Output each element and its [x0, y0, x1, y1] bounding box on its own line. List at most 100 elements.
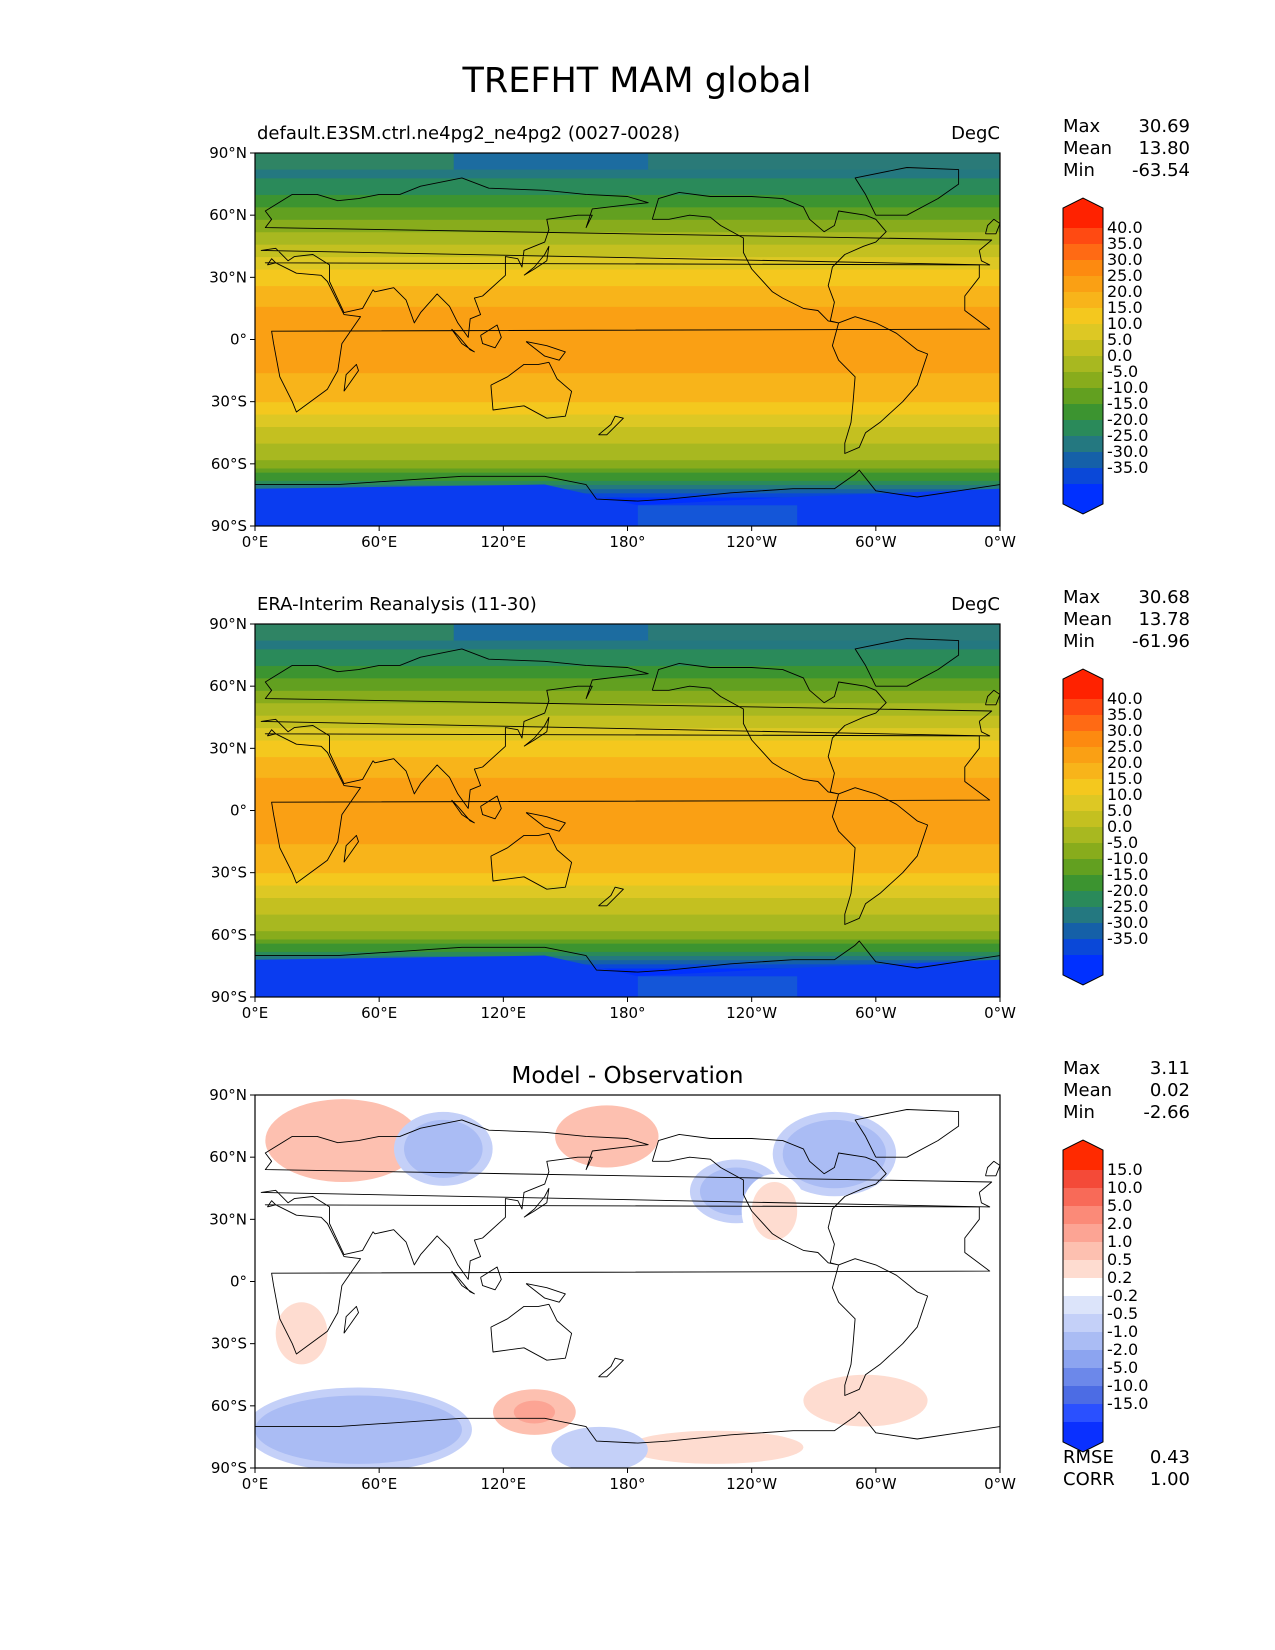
temperature-band: [255, 880, 1000, 886]
anomaly-region: [275, 1302, 328, 1365]
arctic-region: [648, 624, 1000, 641]
colorbar-segment: [1063, 436, 1103, 453]
stat-value-mean: 13.78: [1138, 609, 1190, 630]
coastline: [264, 733, 991, 884]
temperature-band: [255, 860, 1000, 865]
colorbar-segment: [1063, 859, 1103, 876]
temperature-band: [255, 476, 1000, 481]
temperature-band: [255, 963, 1000, 969]
antarctica-cold-region: [255, 955, 1000, 997]
colorbar-extend-max: [1063, 198, 1103, 228]
arctic-region: [453, 153, 649, 170]
temperature-band: [255, 177, 1000, 183]
temperature-band: [255, 930, 1000, 936]
colorbar-extend-max: [1063, 1140, 1103, 1170]
coastline: [525, 341, 566, 361]
temperature-band: [255, 264, 1000, 270]
temperature-band: [255, 926, 1000, 932]
units-label: DegC: [951, 594, 1000, 615]
temperature-band: [255, 806, 1000, 811]
y-tick-label: 30°N: [209, 268, 247, 286]
y-tick-label: 90°S: [211, 988, 247, 1006]
temperature-band: [255, 285, 1000, 291]
coastline: [451, 328, 475, 353]
temperature-band: [255, 905, 1000, 911]
coastline: [267, 1200, 277, 1208]
panel-title: ERA-Interim Reanalysis (11-30): [257, 594, 537, 615]
colorbar-tick-label: 35.0: [1107, 705, 1143, 724]
temperature-band: [255, 943, 1000, 948]
temperature-band: [255, 438, 1000, 444]
coastline: [264, 1204, 991, 1355]
temperature-band: [255, 798, 1000, 803]
y-tick-label: 60°S: [211, 455, 247, 473]
temperature-band: [255, 959, 1000, 965]
y-tick-label: 90°S: [211, 517, 247, 535]
colorbar-tick-label: 15.0: [1107, 1160, 1143, 1179]
coastline: [985, 1160, 1000, 1177]
coastline: [831, 316, 929, 454]
temperature-band: [255, 893, 1000, 899]
colorbar-segment: [1063, 1296, 1103, 1315]
coastline: [985, 689, 1000, 706]
temperature-band: [255, 351, 1000, 357]
y-tick-label: 60°N: [209, 1148, 247, 1166]
temperature-band: [255, 648, 1000, 654]
coastline: [480, 1266, 502, 1291]
colorbar-tick-label: -10.0: [1107, 849, 1148, 868]
colorbar-segment: [1063, 308, 1103, 325]
temperature-band: [255, 756, 1000, 762]
y-tick-label: 0°: [230, 331, 247, 349]
x-tick-label: 60°W: [855, 1475, 897, 1493]
stat-value-max: 3.11: [1150, 1058, 1190, 1079]
colorbar-segment: [1063, 1368, 1103, 1387]
coastline: [525, 812, 566, 832]
y-tick-label: 30°S: [211, 393, 247, 411]
temperature-band: [255, 785, 1000, 791]
coastline: [854, 167, 960, 216]
colorbar-segment: [1063, 811, 1103, 828]
coastline: [831, 787, 929, 925]
temperature-band: [255, 711, 1000, 716]
stat-label: Min: [1063, 1102, 1095, 1123]
temperature-band: [255, 669, 1000, 675]
stat-label: Mean: [1063, 1080, 1112, 1101]
temperature-band: [255, 901, 1000, 907]
colorbar-tick-label: -0.2: [1107, 1286, 1138, 1305]
temperature-band: [255, 934, 1000, 940]
colorbar-segment: [1063, 747, 1103, 764]
colorbar-segment: [1063, 260, 1103, 277]
temperature-band: [255, 240, 1000, 245]
stat-label: Max: [1063, 116, 1101, 137]
temperature-band: [255, 760, 1000, 766]
coastline: [651, 191, 887, 324]
anomaly-region: [255, 1395, 462, 1464]
temperature-band: [255, 277, 1000, 282]
temperature-band: [255, 789, 1000, 795]
coastline: [480, 795, 502, 820]
temperature-band: [255, 657, 1000, 662]
temperature-band: [255, 186, 1000, 191]
colorbar-extend-min: [1063, 955, 1103, 985]
coastline: [267, 729, 277, 737]
colorbar-segment: [1063, 1242, 1103, 1261]
temperature-band: [255, 393, 1000, 399]
temperature-band: [255, 443, 1000, 448]
y-tick-label: 90°N: [209, 1086, 247, 1104]
colorbar-tick-label: -35.0: [1107, 929, 1148, 948]
temperature-band: [255, 764, 1000, 770]
colorbar-segment: [1063, 228, 1103, 245]
colorbar-segment: [1063, 923, 1103, 940]
colorbar-tick-label: 25.0: [1107, 737, 1143, 756]
coastline: [598, 1357, 624, 1378]
y-tick-label: 30°S: [211, 864, 247, 882]
temperature-band: [255, 235, 1000, 241]
temperature-band: [255, 644, 1000, 650]
y-tick-label: 0°: [230, 1273, 247, 1291]
x-tick-label: 180°: [609, 1004, 645, 1022]
colorbar-tick-label: 5.0: [1107, 801, 1132, 820]
colorbar-tick-label: 2.0: [1107, 1214, 1132, 1233]
temperature-band: [255, 653, 1000, 658]
temperature-band: [255, 248, 1000, 253]
